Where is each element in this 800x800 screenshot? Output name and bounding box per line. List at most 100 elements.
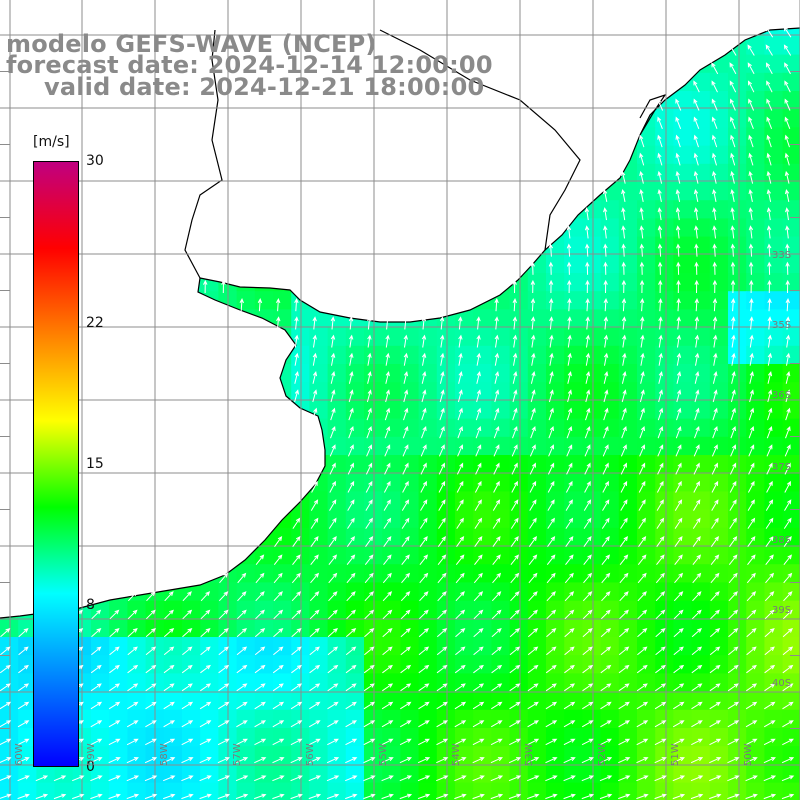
wind-cell — [782, 109, 800, 128]
wind-arrow — [290, 793, 303, 800]
wind-cell — [618, 364, 638, 383]
wind-arrow — [474, 554, 483, 566]
wind-cell — [582, 782, 602, 800]
wind-arrow — [310, 517, 319, 529]
wind-cell — [709, 436, 729, 456]
wind-arrow — [655, 628, 666, 638]
wind-arrow — [108, 775, 121, 782]
wind-cell — [109, 728, 128, 747]
wind-arrow — [746, 683, 758, 692]
wind-arrow — [454, 720, 467, 728]
wind-cell — [509, 400, 529, 420]
wind-arrow — [458, 334, 463, 348]
wind-cell — [527, 527, 547, 547]
wind-arrow — [730, 134, 736, 148]
wind-cell — [655, 764, 674, 784]
wind-cell — [418, 418, 438, 438]
wind-arrow — [711, 499, 719, 511]
wind-arrow — [654, 738, 667, 746]
wind-cell — [473, 473, 492, 492]
wind-cell — [127, 782, 147, 800]
wind-arrow — [164, 591, 174, 602]
wind-cell — [746, 200, 765, 219]
wind-cell — [364, 418, 383, 438]
wind-arrow — [366, 407, 372, 421]
wind-arrow — [748, 261, 754, 275]
wind-cell — [309, 691, 329, 711]
wind-arrow — [672, 720, 685, 728]
wind-cell — [673, 236, 693, 256]
wind-arrow — [163, 757, 176, 764]
wind-arrow — [785, 298, 790, 312]
wind-arrow — [310, 535, 319, 547]
wind-cell — [527, 418, 547, 438]
wind-arrow — [655, 609, 666, 620]
wind-cell — [527, 509, 547, 529]
wind-arrow — [312, 316, 317, 330]
wind-cell — [637, 746, 656, 765]
wind-arrow — [528, 609, 538, 620]
grid-label-lon: 54W — [451, 743, 462, 766]
wind-arrow — [382, 683, 394, 692]
wind-cell — [691, 182, 711, 201]
wind-arrow — [490, 775, 504, 782]
wind-arrow — [382, 628, 393, 638]
wind-arrow — [603, 316, 609, 330]
wind-cell — [564, 382, 583, 401]
wind-arrow — [385, 352, 390, 366]
wind-arrow — [766, 98, 773, 111]
wind-arrow — [473, 646, 484, 656]
wind-arrow — [582, 664, 594, 674]
wind-cell — [691, 491, 711, 511]
wind-arrow — [0, 775, 12, 781]
wind-arrow — [494, 352, 500, 366]
wind-arrow — [418, 609, 429, 620]
wind-cell — [782, 254, 800, 274]
wind-arrow — [748, 188, 753, 202]
wind-cell — [400, 509, 420, 529]
wind-cell — [546, 327, 565, 347]
wind-arrow — [674, 535, 683, 547]
wind-cell — [618, 200, 638, 219]
wind-cell — [327, 364, 347, 383]
wind-arrow — [312, 389, 318, 403]
wind-arrow — [493, 480, 500, 493]
wind-arrow — [403, 352, 409, 366]
wind-cell — [709, 291, 729, 310]
wind-cell — [746, 327, 765, 347]
wind-cell — [709, 473, 729, 492]
wind-cell — [382, 345, 401, 365]
wind-arrow — [657, 462, 664, 475]
wind-arrow — [529, 499, 537, 511]
wind-cell — [709, 254, 729, 274]
wind-arrow — [621, 207, 626, 221]
wind-arrow — [711, 80, 718, 93]
wind-arrow — [491, 609, 502, 620]
wind-arrow — [218, 646, 229, 656]
wind-arrow — [672, 738, 685, 746]
wind-cell — [582, 309, 602, 329]
wind-cell — [655, 218, 674, 238]
wind-cell — [618, 309, 638, 329]
wind-arrow — [709, 738, 722, 746]
wind-arrow — [346, 572, 356, 584]
wind-arrow — [490, 793, 504, 800]
wind-arrow — [730, 279, 736, 294]
wind-arrow — [712, 371, 718, 384]
wind-arrow — [528, 535, 537, 547]
wind-arrow — [654, 720, 667, 728]
wind-arrow — [330, 425, 336, 439]
wind-arrow — [308, 775, 322, 782]
wind-cell — [709, 345, 729, 365]
wind-arrow — [494, 371, 500, 384]
wind-arrow — [637, 609, 648, 620]
wind-cell — [309, 782, 329, 800]
wind-arrow — [619, 609, 629, 620]
wind-cell — [509, 491, 529, 511]
wind-arrow — [581, 793, 595, 800]
wind-arrow — [530, 279, 536, 294]
wind-cell — [564, 400, 583, 420]
wind-cell — [709, 691, 729, 711]
wind-cell — [764, 764, 784, 784]
wind-arrow — [364, 554, 374, 566]
